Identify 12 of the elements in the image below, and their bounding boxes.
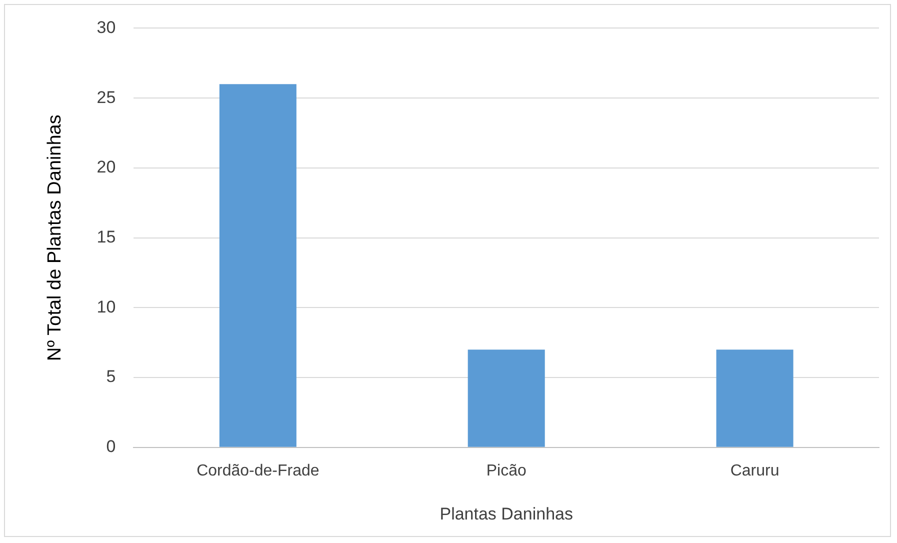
x-axis-title: Plantas Daninhas (440, 504, 573, 524)
y-tick-label: 20 (96, 158, 116, 177)
y-tick-label: 30 (96, 18, 116, 37)
y-tick-label: 0 (106, 437, 116, 456)
y-axis-title: Nº Total de Plantas Daninhas (44, 114, 66, 361)
x-tick-label: Cordão-de-Frade (196, 462, 320, 480)
x-tick-label: Caruru (730, 462, 780, 480)
x-tick-label: Picão (486, 462, 526, 480)
y-tick-label: 25 (96, 88, 116, 107)
y-tick-label: 10 (96, 297, 116, 316)
y-tick-label: 5 (106, 367, 116, 386)
y-tick-label: 15 (96, 227, 116, 246)
